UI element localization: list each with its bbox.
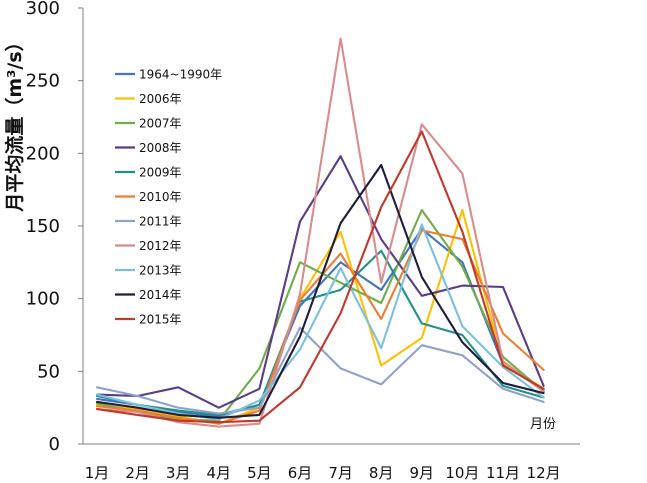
y-axis-ticks: 0 50 100 150 200 250 300 <box>26 0 83 455</box>
legend-label: 2008年 <box>139 141 182 155</box>
legend-label: 2010年 <box>139 190 182 204</box>
legend-label: 1964~1990年 <box>139 68 222 82</box>
legend-label: 2012年 <box>139 239 182 253</box>
series-line-9 <box>95 163 545 419</box>
x-tick-label: 8月 <box>369 464 394 482</box>
legend-label: 2011年 <box>139 215 182 229</box>
series-lines <box>95 37 545 428</box>
x-tick-label: 1月 <box>85 464 110 482</box>
series-line-1 <box>95 208 545 425</box>
legend-label: 2014年 <box>139 288 182 302</box>
x-tick-label: 4月 <box>207 464 232 482</box>
legend-label: 2007年 <box>139 117 182 131</box>
series-line-2 <box>95 208 545 422</box>
series-line-3 <box>95 155 545 409</box>
x-tick-label: 10月 <box>445 464 479 482</box>
y-tick-label: 200 <box>26 143 60 164</box>
series-line-8 <box>95 223 545 421</box>
series-line-4 <box>95 249 545 416</box>
x-tick-label: 7月 <box>328 464 353 482</box>
y-tick-label: 300 <box>26 0 60 19</box>
y-tick-label: 50 <box>37 361 60 382</box>
x-tick-label: 9月 <box>410 464 435 482</box>
x-axis-ticks: 1月 2月 3月 4月 5月 6月 7月 8月 9月 10月 11月 12月 <box>85 464 561 482</box>
x-tick-label: 3月 <box>166 464 191 482</box>
x-tick-label: 2月 <box>125 464 150 482</box>
y-axis-title: 月平均流量（m³/s） <box>3 32 26 212</box>
legend-label: 2009年 <box>139 166 182 180</box>
x-tick-label: 5月 <box>247 464 272 482</box>
y-tick-label: 150 <box>26 216 60 237</box>
legend-label: 2013年 <box>139 264 182 278</box>
x-tick-label: 12月 <box>527 464 561 482</box>
y-tick-label: 0 <box>49 434 60 455</box>
series-line-10 <box>95 130 545 424</box>
y-tick-label: 250 <box>26 71 60 92</box>
legend: 1964~1990年 2006年 2007年 2008年 2009年 2010年 2011年… <box>115 68 222 327</box>
x-tick-label: 11月 <box>486 464 520 482</box>
legend-label: 2006年 <box>139 92 182 106</box>
legend-label: 2015年 <box>139 313 182 327</box>
x-tick-label: 6月 <box>288 464 313 482</box>
y-axis-title-text: 月平均流量（m³/s） <box>3 32 26 212</box>
x-axis-title: 月份 <box>530 417 556 432</box>
series-line-6 <box>95 326 545 415</box>
y-tick-label: 100 <box>26 289 60 310</box>
